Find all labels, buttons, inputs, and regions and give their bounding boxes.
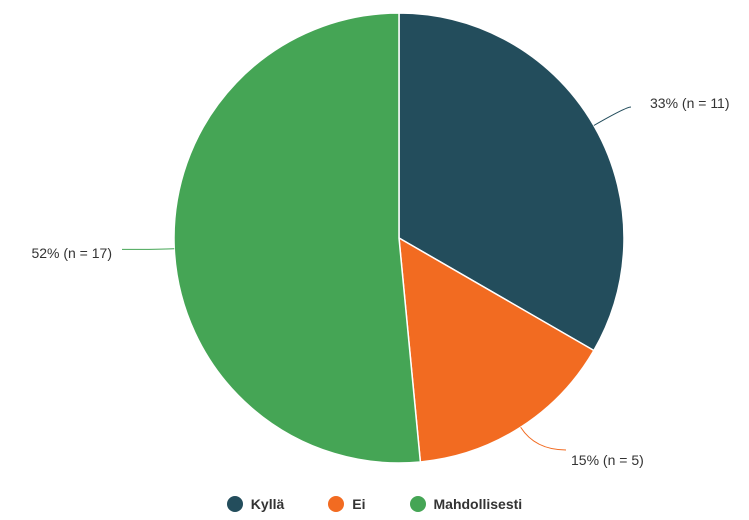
data-label-ei: 15% (n = 5) xyxy=(571,452,644,468)
legend: Kyllä Ei Mahdollisesti xyxy=(0,496,749,512)
legend-swatch-mahdollisesti xyxy=(409,496,426,512)
legend-item-mahdollisesti[interactable]: Mahdollisesti xyxy=(409,496,523,512)
legend-swatch-ei xyxy=(328,496,345,512)
pie-slice-mahdollisesti[interactable] xyxy=(173,12,422,464)
data-label-mahdollisesti: 52% (n = 17) xyxy=(31,245,112,261)
leader-line-mahdollisesti xyxy=(121,248,175,250)
pie-chart-canvas: 33% (n = 11) 15% (n = 5) 52% (n = 17) xyxy=(31,12,730,468)
legend-label-kylla: Kyllä xyxy=(250,496,285,512)
legend-item-ei[interactable]: Ei xyxy=(328,496,366,512)
legend-item-kylla[interactable]: Kyllä xyxy=(226,496,285,512)
legend-swatch-kylla xyxy=(226,496,243,512)
leader-line-ei xyxy=(520,427,567,451)
data-label-kyll: 33% (n = 11) xyxy=(650,95,730,111)
legend-label-mahdollisesti: Mahdollisesti xyxy=(433,496,523,512)
legend-label-ei: Ei xyxy=(352,496,366,512)
leader-line-kyll xyxy=(593,106,632,126)
